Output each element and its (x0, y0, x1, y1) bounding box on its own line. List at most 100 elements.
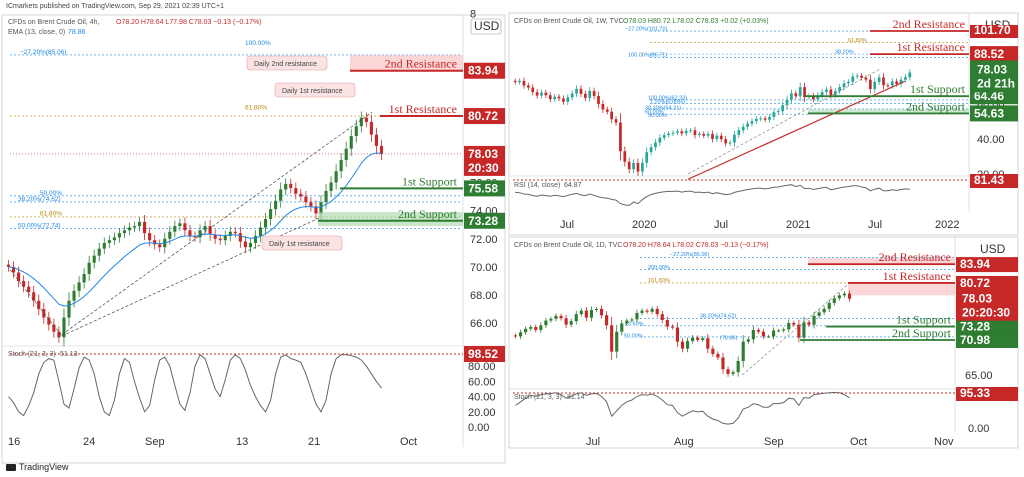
chart-1w-x-tick: 2020 (632, 219, 656, 231)
chart-4h-note: Daily 1st resistance (269, 241, 330, 248)
chart-1w-candle (702, 133, 706, 136)
chart-1w-level-label: 2nd Support (906, 99, 966, 113)
chart-1w-candle (570, 93, 574, 98)
chart-1d-candle (731, 372, 735, 374)
chart-1d-price-tag: 78.03 (962, 292, 992, 306)
chart-4h-x-tick: Sep (145, 436, 165, 448)
tradingview-logo: TradingView (6, 462, 69, 472)
chart-4h-ema-label: EMA (13, close, 0) (8, 29, 65, 36)
chart-4h-candle (112, 237, 116, 241)
chart-1d-osc-value: 81.14 (567, 394, 585, 401)
chart-1w-candle (693, 130, 697, 135)
chart-1w-candle (855, 75, 859, 77)
chart-1w-fib-label: 38.20%(54.21) (645, 105, 681, 111)
chart-1d-candle (817, 312, 821, 316)
chart-1d-candle (721, 357, 725, 370)
chart-4h-candle (47, 317, 51, 325)
chart-1w-candle (667, 133, 671, 136)
chart-1d-candle (766, 336, 771, 338)
chart-1w-price-timer: 2d 21h (977, 76, 1015, 90)
chart-4h-candle (32, 292, 36, 301)
chart-1w-fib-label: 38.20% (835, 49, 854, 55)
chart-1w-candle (750, 121, 754, 124)
chart-1w-y-tick: 40.00 (977, 134, 1005, 146)
chart-4h-currency-box (470, 18, 502, 35)
chart-1d-candle (534, 327, 538, 330)
chart-1d-candle (519, 332, 523, 337)
chart-1w-candle (649, 147, 653, 153)
chart-4h-osc-line (8, 354, 382, 417)
chart-1w-candle (811, 95, 815, 100)
chart-1d-candle (574, 314, 578, 322)
chart-1w-candle (781, 105, 785, 112)
chart-1d-candle (716, 353, 720, 358)
chart-4h-ema-value: 78.86 (68, 29, 86, 36)
chart-4h-level-label: 2nd Resistance (385, 57, 457, 71)
chart-1w-candle (794, 93, 798, 97)
chart-4h-candle (137, 221, 142, 227)
chart-1w-level-tag: 101.70 (974, 23, 1011, 37)
chart-4h-candle (183, 223, 187, 231)
chart-4h-fib-label: 38.20%(74.62) (18, 196, 61, 203)
chart-4h-candle (107, 240, 111, 243)
chart-1d-candle (569, 321, 573, 325)
chart-1d-level-tag-bg (956, 333, 1018, 349)
chart-1w-level-tag: 64.46 (974, 89, 1004, 103)
chart-4h-frame (1, 14, 506, 464)
chart-4h-candle (77, 282, 81, 291)
chart-4h-candle (248, 242, 253, 248)
chart-1w-candle (868, 79, 872, 89)
chart-4h-candle (274, 200, 278, 210)
chart-1d-level-tag: 70.98 (960, 333, 990, 347)
chart-1d-fib-label: −27.20%(85.06) (670, 252, 709, 258)
chart-1d-x-tick: Nov (934, 436, 954, 448)
chart-4h-candle (27, 286, 31, 293)
chart-4h-header: CFDs on Brent Crude Oil, 4h, (8, 19, 99, 26)
chart-1d-osc-line (515, 391, 850, 425)
chart-4h-candle (11, 266, 16, 273)
chart-1w-candle (719, 135, 723, 140)
chart-1w-candle (877, 77, 881, 82)
chart-4h-candle (6, 264, 11, 267)
chart-1w-candle (562, 98, 565, 102)
chart-1d-candle (832, 298, 836, 303)
chart-1w-candle (575, 88, 578, 94)
chart-1d-candle (736, 360, 740, 373)
chart-1w-candle (851, 76, 855, 82)
chart-1d-candle (645, 310, 649, 312)
chart-1w-candle (847, 81, 850, 84)
chart-1w-osc-label: RSI (14, close) (514, 182, 560, 189)
chart-1w-candle (882, 77, 885, 86)
chart-4h-y-tick: 68.00 (470, 290, 498, 302)
chart-1d-x-tick: Aug (674, 436, 694, 448)
chart-1d-level-tag: 80.72 (960, 276, 990, 290)
chart-4h-x-tick: 16 (8, 436, 20, 448)
chart-4h-candle (344, 148, 348, 160)
chart-1w-candle (776, 111, 780, 113)
chart-4h-candle (52, 324, 56, 332)
chart-4h-candle (349, 136, 353, 149)
chart-1d-level-tag-bg (956, 257, 1018, 273)
chart-1d-resistance-zone-2 (848, 281, 955, 296)
chart-4h-fib-label: 100.00% (245, 40, 271, 47)
chart-4h-x-tick: 13 (236, 436, 248, 448)
chart-4h-candle (72, 290, 76, 301)
chart-1w-candle (899, 79, 903, 84)
chart-1w-candle (803, 87, 806, 98)
chart-1w-candle (737, 130, 741, 135)
chart-4h-x-tick: Oct (400, 436, 417, 448)
chart-4h-candle (233, 231, 237, 234)
chart-1d-fib-trendline (741, 284, 849, 376)
chart-1d-level-label: 1st Support (896, 313, 952, 327)
chart-1d-candle (782, 329, 786, 331)
chart-4h-candle (329, 182, 333, 191)
chart-1d-candle (544, 320, 548, 326)
chart-1w-trendline (687, 80, 906, 180)
chart-4h-candle (92, 255, 96, 263)
chart-4h-candle (62, 317, 66, 338)
chart-4h-candle (87, 262, 91, 274)
chart-1d-candle (802, 322, 806, 338)
chart-1d-candle (599, 308, 604, 316)
chart-4h-support-zone (318, 212, 463, 227)
chart-1w-candle (623, 151, 627, 162)
